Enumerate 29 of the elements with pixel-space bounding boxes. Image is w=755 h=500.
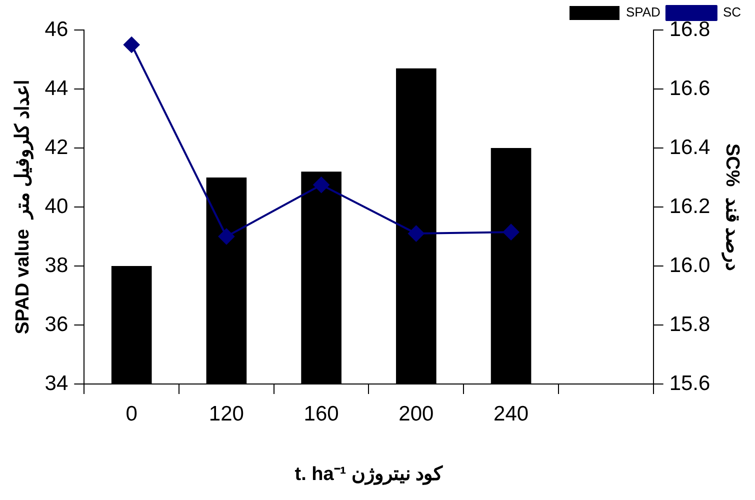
y2-tick-label: 16.6	[669, 76, 710, 100]
y2-tick-label: 16.8	[669, 18, 710, 41]
y-tick-label: 40	[44, 194, 68, 218]
legend-label: SPAD	[626, 4, 660, 20]
y-tick-label: 44	[44, 76, 68, 100]
y2-tick-label: 15.6	[669, 372, 710, 395]
y2-axis-title: SC% درصد قند	[721, 143, 742, 271]
point	[503, 224, 520, 240]
x-tick-label: 0	[126, 402, 138, 426]
y-axis-title: SPAD value اعداد کلروفیل متر	[12, 80, 34, 334]
x-tick-label: 200	[398, 402, 434, 426]
point	[313, 176, 330, 193]
y-tick-label: 46	[44, 18, 68, 41]
y-tick-label: 34	[44, 372, 68, 395]
point	[218, 228, 234, 244]
y2-tick-label: 16.0	[669, 254, 710, 277]
y-tick-label: 36	[44, 312, 68, 336]
x-tick-label: 160	[304, 402, 339, 426]
point	[124, 36, 140, 53]
x-tick-label: 120	[208, 402, 244, 426]
point	[408, 226, 424, 242]
x-axis-title: t. ha⁻¹ کود نیتروژن	[294, 464, 444, 485]
legend-label: SC	[722, 4, 742, 20]
y2-tick-label: 16.2	[669, 194, 710, 218]
x-tick-label: 240	[494, 402, 529, 426]
y-tick-label: 42	[44, 136, 68, 159]
y-tick-label: 38	[44, 254, 68, 277]
y2-tick-label: 15.8	[669, 312, 710, 336]
y2-tick-label: 16.4	[669, 136, 711, 159]
